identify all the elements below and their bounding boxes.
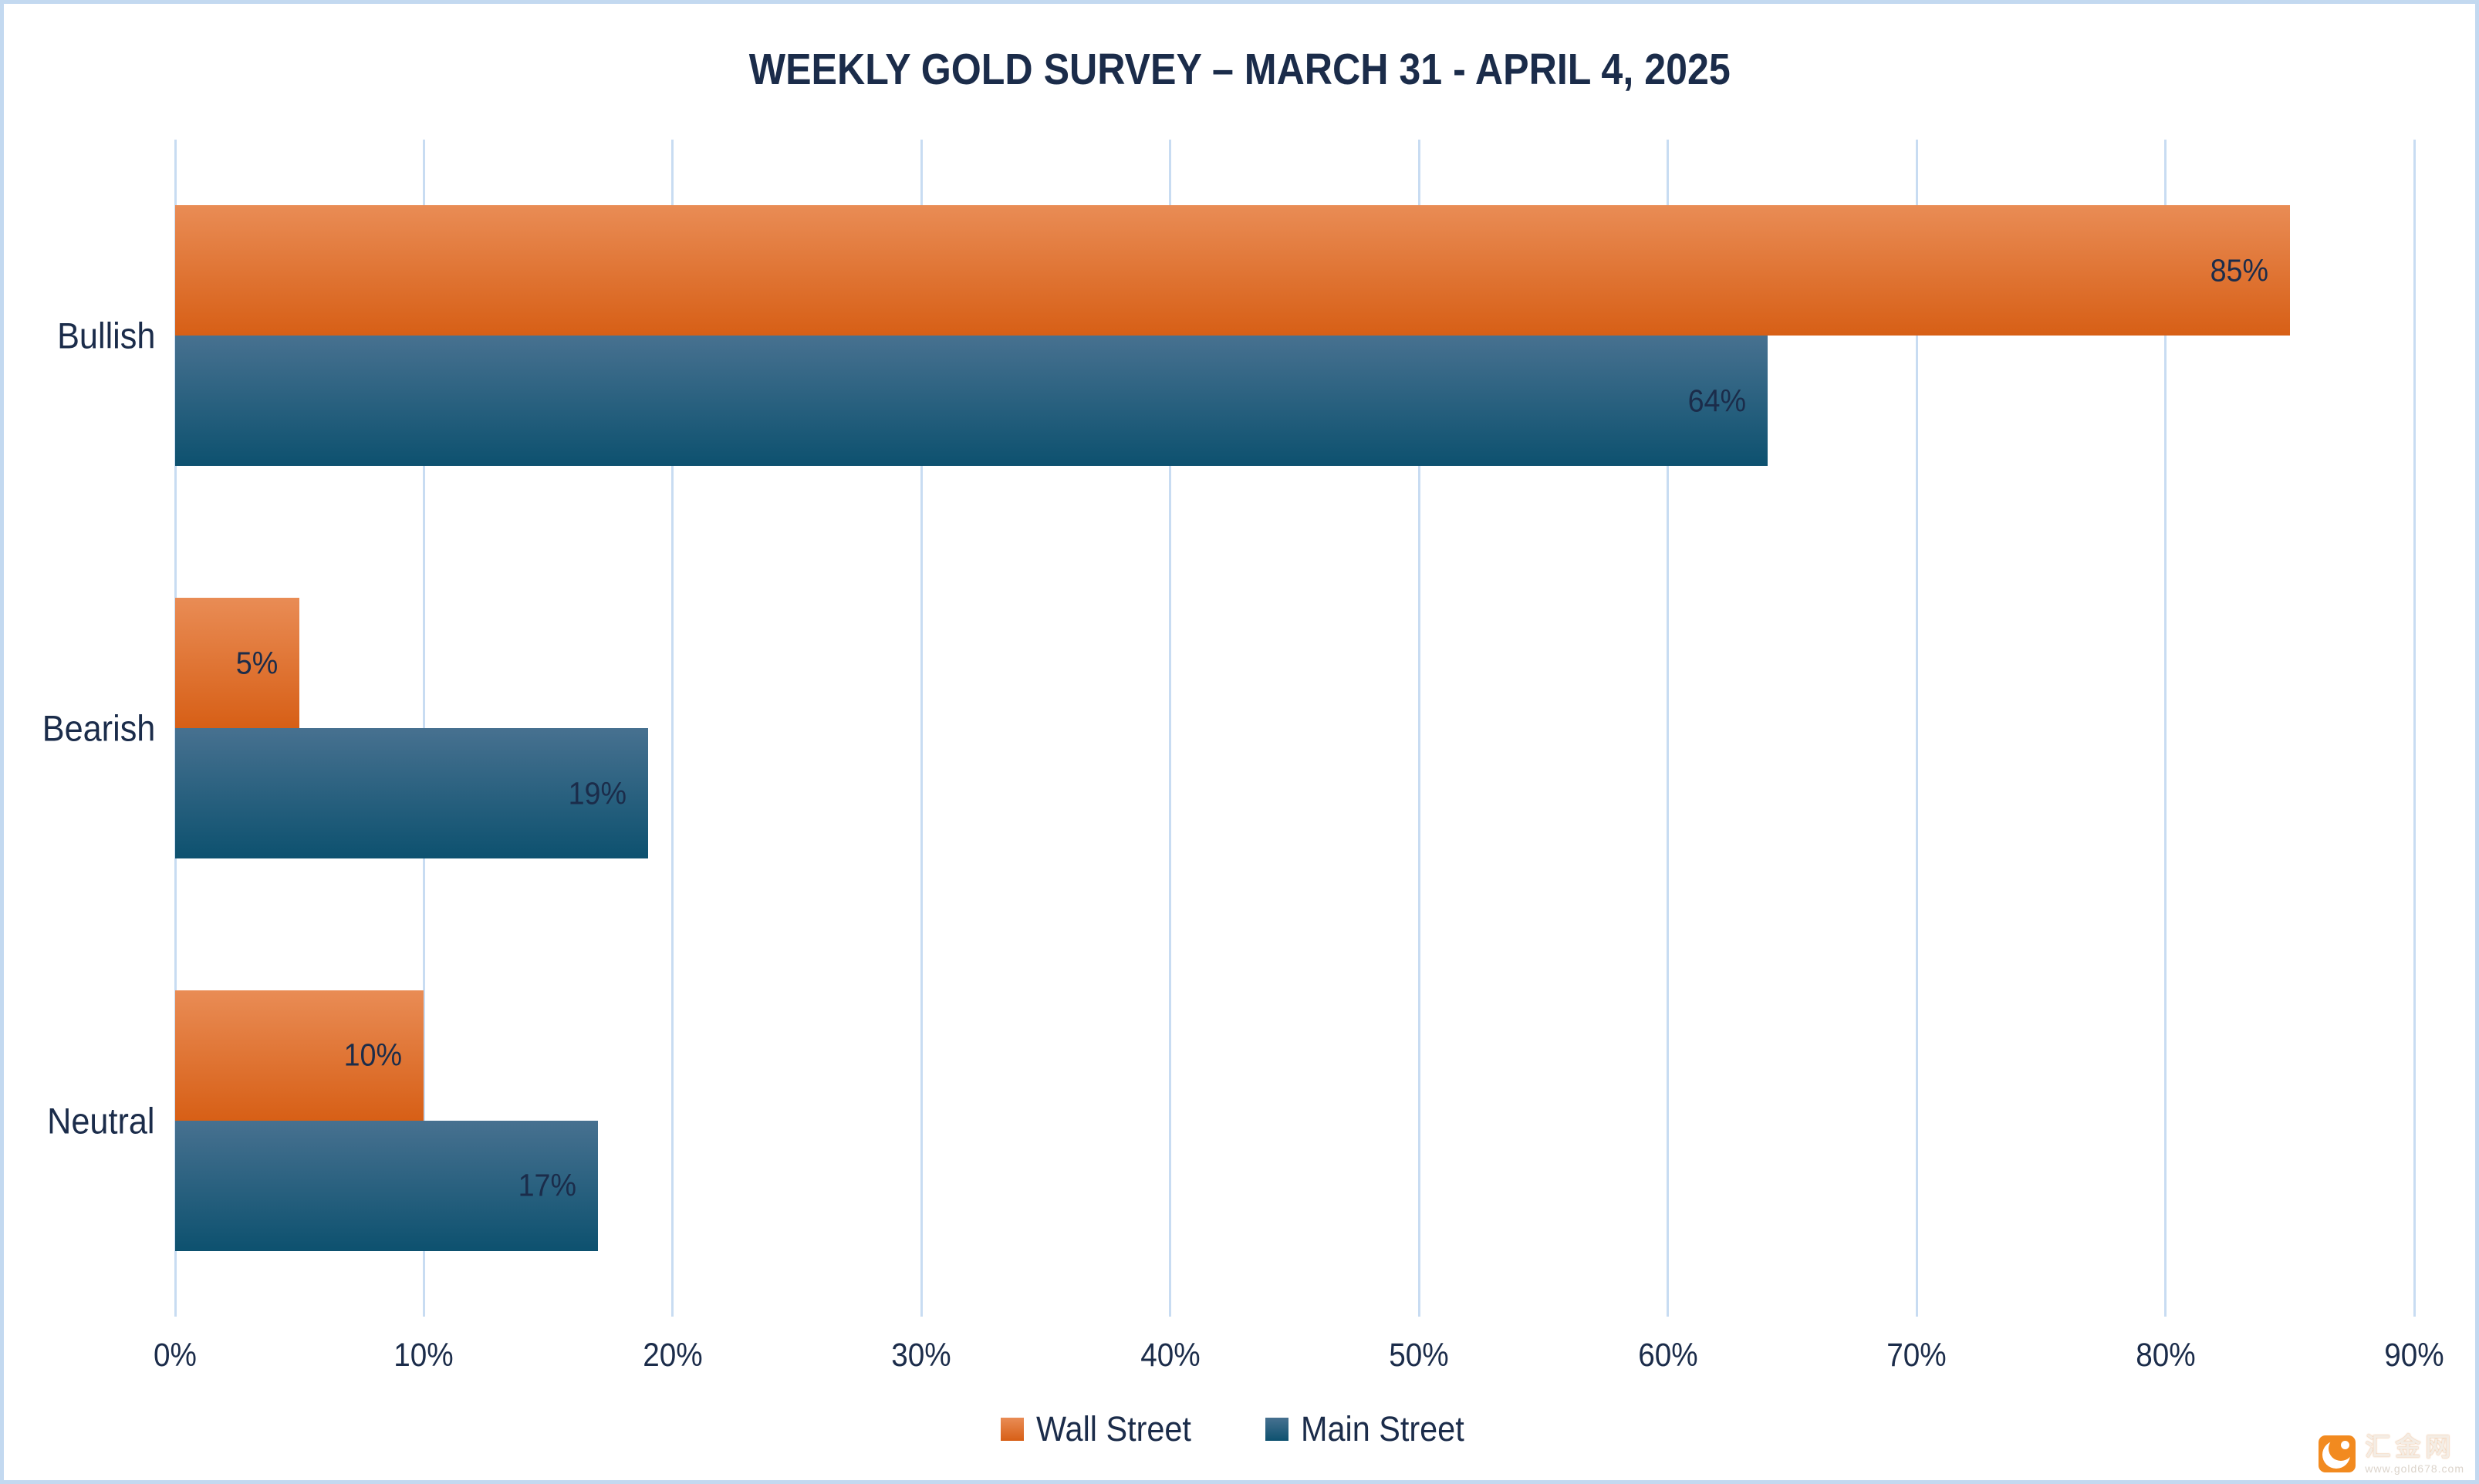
x-tick-label-50%: 50% xyxy=(1386,1337,1452,1374)
gridline-60% xyxy=(1667,140,1670,1317)
gridline-70% xyxy=(1915,140,1918,1317)
legend-swatch-icon xyxy=(1265,1418,1288,1441)
bar-value-label: 17% xyxy=(518,1167,577,1203)
x-tick-text: 70% xyxy=(1886,1337,1947,1374)
gridline-80% xyxy=(2164,140,2167,1317)
x-tick-label-60%: 60% xyxy=(1635,1337,1701,1374)
watermark-name: 汇金网 xyxy=(2365,1432,2456,1461)
x-tick-label-20%: 20% xyxy=(640,1337,706,1374)
bar-wall-street-neutral: 10% xyxy=(175,990,424,1121)
x-tick-label-30%: 30% xyxy=(888,1337,954,1374)
category-label-bearish: Bearish xyxy=(42,707,155,749)
gridline-50% xyxy=(1417,140,1420,1317)
x-tick-label-90%: 90% xyxy=(2381,1337,2447,1374)
bar-value-label: 64% xyxy=(1687,383,1746,419)
x-tick-label-0%: 0% xyxy=(151,1337,199,1374)
watermark-text: 汇金网 www.gold678.com xyxy=(2365,1434,2464,1474)
bar-main-street-bullish: 64% xyxy=(175,336,1768,467)
bar-wall-street-bullish: 85% xyxy=(175,205,2290,336)
x-tick-text: 0% xyxy=(154,1337,197,1374)
x-tick-label-10%: 10% xyxy=(390,1337,457,1374)
gridline-90% xyxy=(2413,140,2416,1317)
x-tick-label-40%: 40% xyxy=(1137,1337,1204,1374)
bar-value-label: 10% xyxy=(343,1037,403,1073)
gridline-40% xyxy=(1169,140,1172,1317)
bar-value-label: 19% xyxy=(568,775,627,811)
x-tick-text: 50% xyxy=(1389,1337,1449,1374)
x-tick-text: 10% xyxy=(393,1337,454,1374)
bar-main-street-bearish: 19% xyxy=(175,728,648,858)
bar-value-label: 5% xyxy=(235,645,279,680)
legend-item-main-street: Main Street xyxy=(1265,1409,1478,1449)
value-axis: 0% 10% 20% 30% 40% 50% 60% 70% 80% 90% xyxy=(154,1337,2444,1383)
legend-swatch-icon xyxy=(1001,1418,1025,1441)
bar-wall-street-bearish: 5% xyxy=(175,598,300,728)
category-axis: Bullish Bearish Neutral xyxy=(4,140,155,1317)
x-tick-text: 90% xyxy=(2384,1337,2444,1374)
x-tick-text: 40% xyxy=(1140,1337,1201,1374)
category-label-neutral: Neutral xyxy=(47,1100,155,1142)
chart-title: WEEKLY GOLD SURVEY – MARCH 31 - APRIL 4,… xyxy=(4,44,2475,95)
logo-crescent xyxy=(2329,1436,2354,1461)
x-tick-text: 30% xyxy=(891,1337,952,1374)
watermark-url: www.gold678.com xyxy=(2365,1462,2464,1475)
huijin-logo-icon xyxy=(2319,1435,2356,1472)
category-label-bullish: Bullish xyxy=(56,315,155,356)
plot-area: 85% 64% 5% 19% 10% 17% xyxy=(174,140,2416,1317)
chart-title-text: WEEKLY GOLD SURVEY – MARCH 31 - APRIL 4,… xyxy=(748,45,1731,94)
gridline-20% xyxy=(671,140,674,1317)
x-tick-text: 60% xyxy=(1637,1337,1698,1374)
x-tick-label-80%: 80% xyxy=(2133,1337,2199,1374)
x-tick-text: 80% xyxy=(2135,1337,2196,1374)
gridline-30% xyxy=(920,140,923,1317)
legend-label: Main Street xyxy=(1300,1409,1464,1449)
x-tick-label-70%: 70% xyxy=(1883,1337,1950,1374)
bar-main-street-neutral: 17% xyxy=(175,1120,599,1251)
logo-ball xyxy=(2341,1441,2350,1449)
legend-label: Wall Street xyxy=(1036,1409,1192,1449)
watermark: 汇金网 www.gold678.com xyxy=(2319,1434,2464,1474)
legend: Wall Street Main Street xyxy=(4,1409,2475,1449)
bar-value-label: 85% xyxy=(2210,252,2268,288)
legend-item-wall-street: Wall Street xyxy=(1001,1409,1204,1449)
x-tick-text: 20% xyxy=(643,1337,703,1374)
